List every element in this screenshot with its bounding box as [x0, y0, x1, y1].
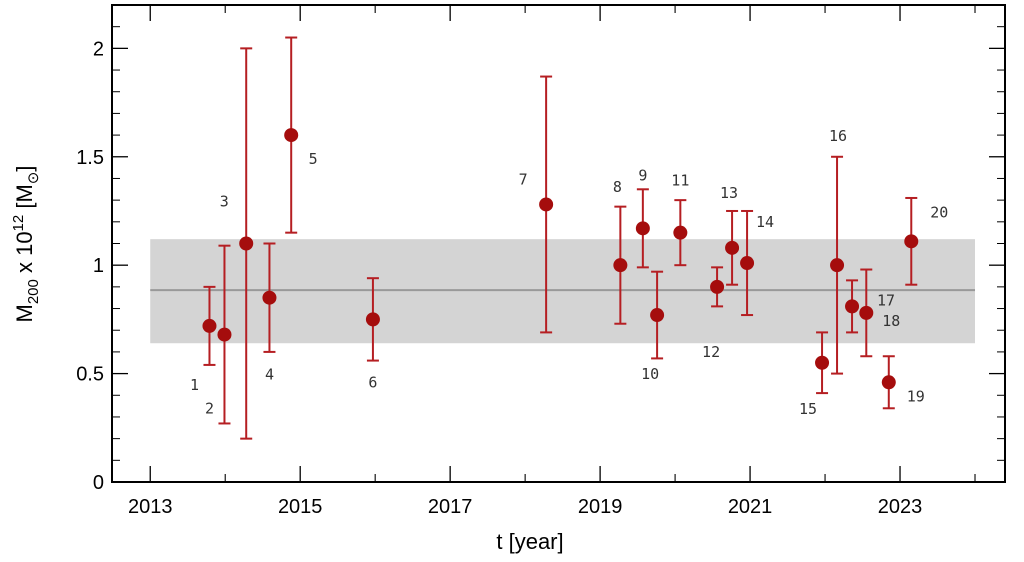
- y-axis-title: M200 x 1012 [M⊙]: [10, 165, 42, 322]
- data-point-9: 9: [635, 166, 650, 269]
- y-tick-label: 0: [93, 472, 104, 494]
- data-point-7: 7: [519, 75, 554, 334]
- point-label: 2: [205, 400, 214, 418]
- x-tick-label: 2017: [428, 496, 473, 518]
- data-point-8: 8: [613, 178, 628, 325]
- point-label: 9: [638, 166, 647, 184]
- data-point-4: 4: [262, 242, 277, 384]
- data-marker: [217, 327, 232, 342]
- data-point-12: 12: [702, 266, 725, 361]
- data-marker: [725, 240, 740, 255]
- point-label: 3: [220, 193, 229, 211]
- data-marker: [539, 197, 554, 212]
- data-marker: [613, 258, 628, 273]
- data-marker: [239, 236, 254, 251]
- x-tick-label: 2023: [878, 496, 923, 518]
- data-point-13: 13: [720, 184, 740, 286]
- point-label: 16: [829, 127, 847, 145]
- point-label: 11: [671, 172, 689, 190]
- x-tick-label: 2019: [578, 496, 623, 518]
- data-marker: [859, 305, 874, 320]
- data-marker: [284, 128, 299, 143]
- data-marker: [650, 308, 665, 323]
- data-point-19: 19: [881, 355, 925, 410]
- data-marker: [881, 375, 896, 390]
- y-tick-label: 1: [93, 255, 104, 277]
- data-marker: [830, 258, 845, 273]
- point-label: 15: [799, 400, 817, 418]
- point-label: 20: [930, 203, 948, 221]
- point-label: 18: [882, 312, 900, 330]
- data-point-16: 16: [829, 127, 847, 375]
- x-tick-label: 2021: [728, 496, 773, 518]
- y-tick-label: 2: [93, 38, 104, 60]
- data-point-6: 6: [365, 277, 380, 391]
- data-point-11: 11: [671, 172, 689, 267]
- data-point-3: 3: [220, 47, 254, 440]
- point-label: 19: [907, 387, 925, 405]
- data-marker: [815, 355, 830, 370]
- x-tick-label: 2013: [128, 496, 173, 518]
- x-axis-title: t [year]: [496, 529, 563, 554]
- data-point-18: 18: [859, 268, 900, 358]
- point-label: 1: [190, 376, 199, 394]
- y-tick-label: 0.5: [76, 364, 104, 386]
- point-label: 14: [756, 213, 774, 231]
- data-marker: [262, 290, 277, 305]
- data-marker: [635, 221, 650, 236]
- plot-frame: [111, 4, 1006, 483]
- point-label: 7: [519, 170, 528, 188]
- point-label: 5: [309, 150, 318, 168]
- data-point-1: 1: [190, 285, 217, 394]
- data-point-15: 15: [799, 331, 830, 418]
- data-point-2: 2: [205, 244, 232, 425]
- point-label: 4: [265, 366, 274, 384]
- data-marker: [740, 256, 755, 271]
- data-marker: [710, 279, 725, 294]
- point-label: 8: [613, 178, 622, 196]
- y-tick-label: 1.5: [76, 147, 104, 169]
- data-point-20: 20: [904, 196, 948, 286]
- point-label: 12: [702, 343, 720, 361]
- point-label: 10: [641, 365, 659, 383]
- data-point-14: 14: [740, 209, 774, 317]
- data-marker: [904, 234, 919, 249]
- data-marker: [365, 312, 380, 327]
- x-tick-label: 2015: [278, 496, 323, 518]
- data-marker: [202, 318, 217, 333]
- data-marker: [845, 299, 860, 314]
- point-label: 17: [877, 291, 895, 309]
- data-point-10: 10: [641, 270, 665, 383]
- data-point-17: 17: [845, 279, 895, 334]
- data-marker: [673, 225, 688, 240]
- point-label: 6: [368, 373, 377, 391]
- data-point-5: 5: [284, 36, 318, 234]
- point-label: 13: [720, 184, 738, 202]
